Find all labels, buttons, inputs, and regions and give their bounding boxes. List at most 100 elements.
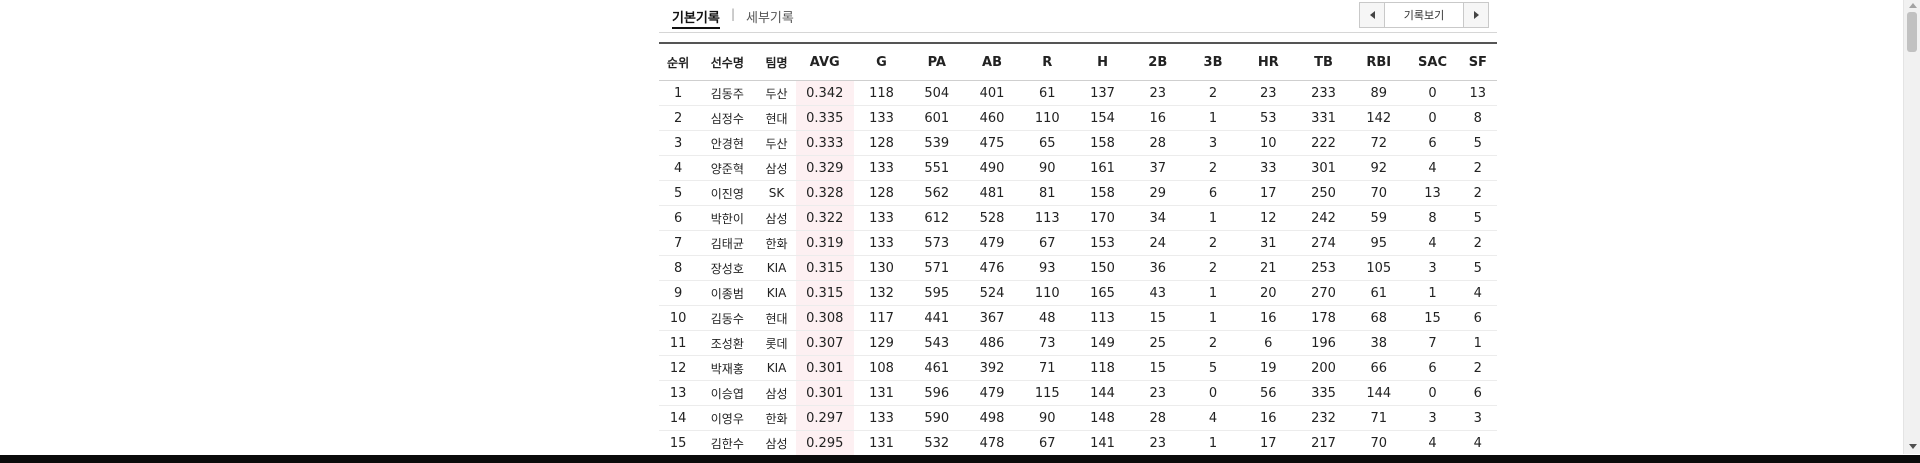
table-cell: 165	[1074, 280, 1131, 306]
column-header-2[interactable]: 팀명	[757, 42, 796, 81]
vertical-scrollbar[interactable]	[1903, 0, 1920, 454]
table-cell: 571	[909, 255, 965, 281]
scroll-up-arrow-icon[interactable]	[1909, 3, 1917, 8]
table-cell: 2	[1458, 230, 1497, 256]
table-cell[interactable]: 장성호	[697, 255, 758, 281]
table-cell: 129	[853, 330, 910, 356]
table-cell: 10	[659, 305, 698, 331]
table-cell: 롯데	[757, 330, 796, 356]
table-cell: 392	[964, 355, 1020, 381]
table-cell: 4	[1406, 155, 1459, 181]
table-cell: 56	[1240, 380, 1296, 406]
table-cell: 504	[909, 80, 965, 106]
table-cell: 31	[1240, 230, 1296, 256]
table-cell: 601	[909, 105, 965, 131]
table-cell: 481	[964, 180, 1020, 206]
table-cell: 118	[1074, 355, 1131, 381]
column-header-10[interactable]: 3B	[1185, 42, 1241, 81]
table-cell: KIA	[757, 280, 796, 306]
table-cell: 1	[1406, 280, 1459, 306]
table-cell: 89	[1351, 80, 1407, 106]
table-cell: 0.335	[795, 105, 854, 131]
table-cell: 118	[853, 80, 910, 106]
table-cell: 38	[1351, 330, 1407, 356]
table-cell: 29	[1130, 180, 1186, 206]
table-cell: 4	[1185, 405, 1241, 431]
table-cell[interactable]: 양준혁	[697, 155, 758, 181]
table-cell: 12	[1240, 205, 1296, 231]
table-cell: 23	[1130, 430, 1186, 456]
table-cell: 154	[1074, 105, 1131, 131]
table-row: 1 김동주 두산 0.342 118 504 401 61 137 23 2 23 233 89 0 13	[659, 80, 1497, 106]
tab-detail-records[interactable]: 세부기록	[746, 11, 794, 26]
column-header-3[interactable]: AVG	[795, 42, 854, 81]
table-cell: 113	[1074, 305, 1131, 331]
table-cell[interactable]: 김동수	[697, 305, 758, 331]
table-cell: 335	[1295, 380, 1352, 406]
table-cell: 128	[853, 180, 910, 206]
table-cell: 490	[964, 155, 1020, 181]
column-header-11[interactable]: HR	[1240, 42, 1296, 81]
table-cell: 141	[1074, 430, 1131, 456]
table-cell: 232	[1295, 405, 1352, 431]
scroll-down-arrow-icon[interactable]	[1909, 444, 1917, 449]
table-cell[interactable]: 김한수	[697, 430, 758, 456]
table-row: 4 양준혁 삼성 0.329 133 551 490 90 161 37 2 33 301 92 4 2	[659, 155, 1497, 181]
table-cell: 72	[1351, 130, 1407, 156]
column-header-14[interactable]: SAC	[1406, 42, 1459, 81]
table-row: 5 이진영 SK 0.328 128 562 481 81 158 29 6 17 250 70 13 2	[659, 180, 1497, 206]
table-cell[interactable]: 이승엽	[697, 380, 758, 406]
table-cell: 1	[1185, 430, 1241, 456]
table-cell: 105	[1351, 255, 1407, 281]
scrollbar-thumb[interactable]	[1907, 12, 1917, 52]
table-cell[interactable]: 이종범	[697, 280, 758, 306]
column-header-12[interactable]: TB	[1295, 42, 1352, 81]
column-header-5[interactable]: PA	[909, 42, 965, 81]
table-cell: KIA	[757, 255, 796, 281]
column-header-8[interactable]: H	[1074, 42, 1131, 81]
column-header-9[interactable]: 2B	[1130, 42, 1186, 81]
table-cell: 67	[1019, 230, 1075, 256]
table-cell[interactable]: 박재홍	[697, 355, 758, 381]
table-cell[interactable]: 심정수	[697, 105, 758, 131]
table-cell: 13	[1458, 80, 1497, 106]
table-row: 11 조성환 롯데 0.307 129 543 486 73 149 25 2 6 196 38 7 1	[659, 330, 1497, 356]
table-cell: 68	[1351, 305, 1407, 331]
table-cell: 70	[1351, 180, 1407, 206]
column-header-15[interactable]: SF	[1458, 42, 1497, 81]
table-cell: 196	[1295, 330, 1352, 356]
table-cell[interactable]: 안경현	[697, 130, 758, 156]
column-header-0[interactable]: 순위	[659, 42, 698, 81]
table-cell: 1	[1185, 280, 1241, 306]
table-cell: KIA	[757, 355, 796, 381]
table-cell[interactable]: 조성환	[697, 330, 758, 356]
table-cell[interactable]: 이영우	[697, 405, 758, 431]
table-cell: 삼성	[757, 205, 796, 231]
table-cell: 6	[1458, 305, 1497, 331]
table-cell: 3	[659, 130, 698, 156]
table-cell: 5	[1458, 255, 1497, 281]
table-cell: 24	[1130, 230, 1186, 256]
table-cell[interactable]: 이진영	[697, 180, 758, 206]
prev-page-button[interactable]	[1359, 2, 1385, 28]
view-records-label: 기록보기	[1403, 9, 1445, 22]
table-cell: 48	[1019, 305, 1075, 331]
column-header-6[interactable]: AB	[964, 42, 1020, 81]
column-header-4[interactable]: G	[853, 42, 910, 81]
next-page-button[interactable]	[1463, 2, 1489, 28]
column-header-7[interactable]: R	[1019, 42, 1075, 81]
tab-basic-records[interactable]: 기본기록	[672, 7, 720, 29]
table-cell[interactable]: 김동주	[697, 80, 758, 106]
table-cell: 133	[853, 405, 910, 431]
table-cell: 4	[659, 155, 698, 181]
table-cell: 150	[1074, 255, 1131, 281]
column-header-1[interactable]: 선수명	[697, 42, 758, 81]
table-cell[interactable]: 김태균	[697, 230, 758, 256]
table-cell: 10	[1240, 130, 1296, 156]
table-cell[interactable]: 박한이	[697, 205, 758, 231]
column-header-13[interactable]: RBI	[1351, 42, 1407, 81]
table-cell: 532	[909, 430, 965, 456]
table-cell: 15	[1130, 355, 1186, 381]
table-cell: 367	[964, 305, 1020, 331]
table-cell: 479	[964, 380, 1020, 406]
